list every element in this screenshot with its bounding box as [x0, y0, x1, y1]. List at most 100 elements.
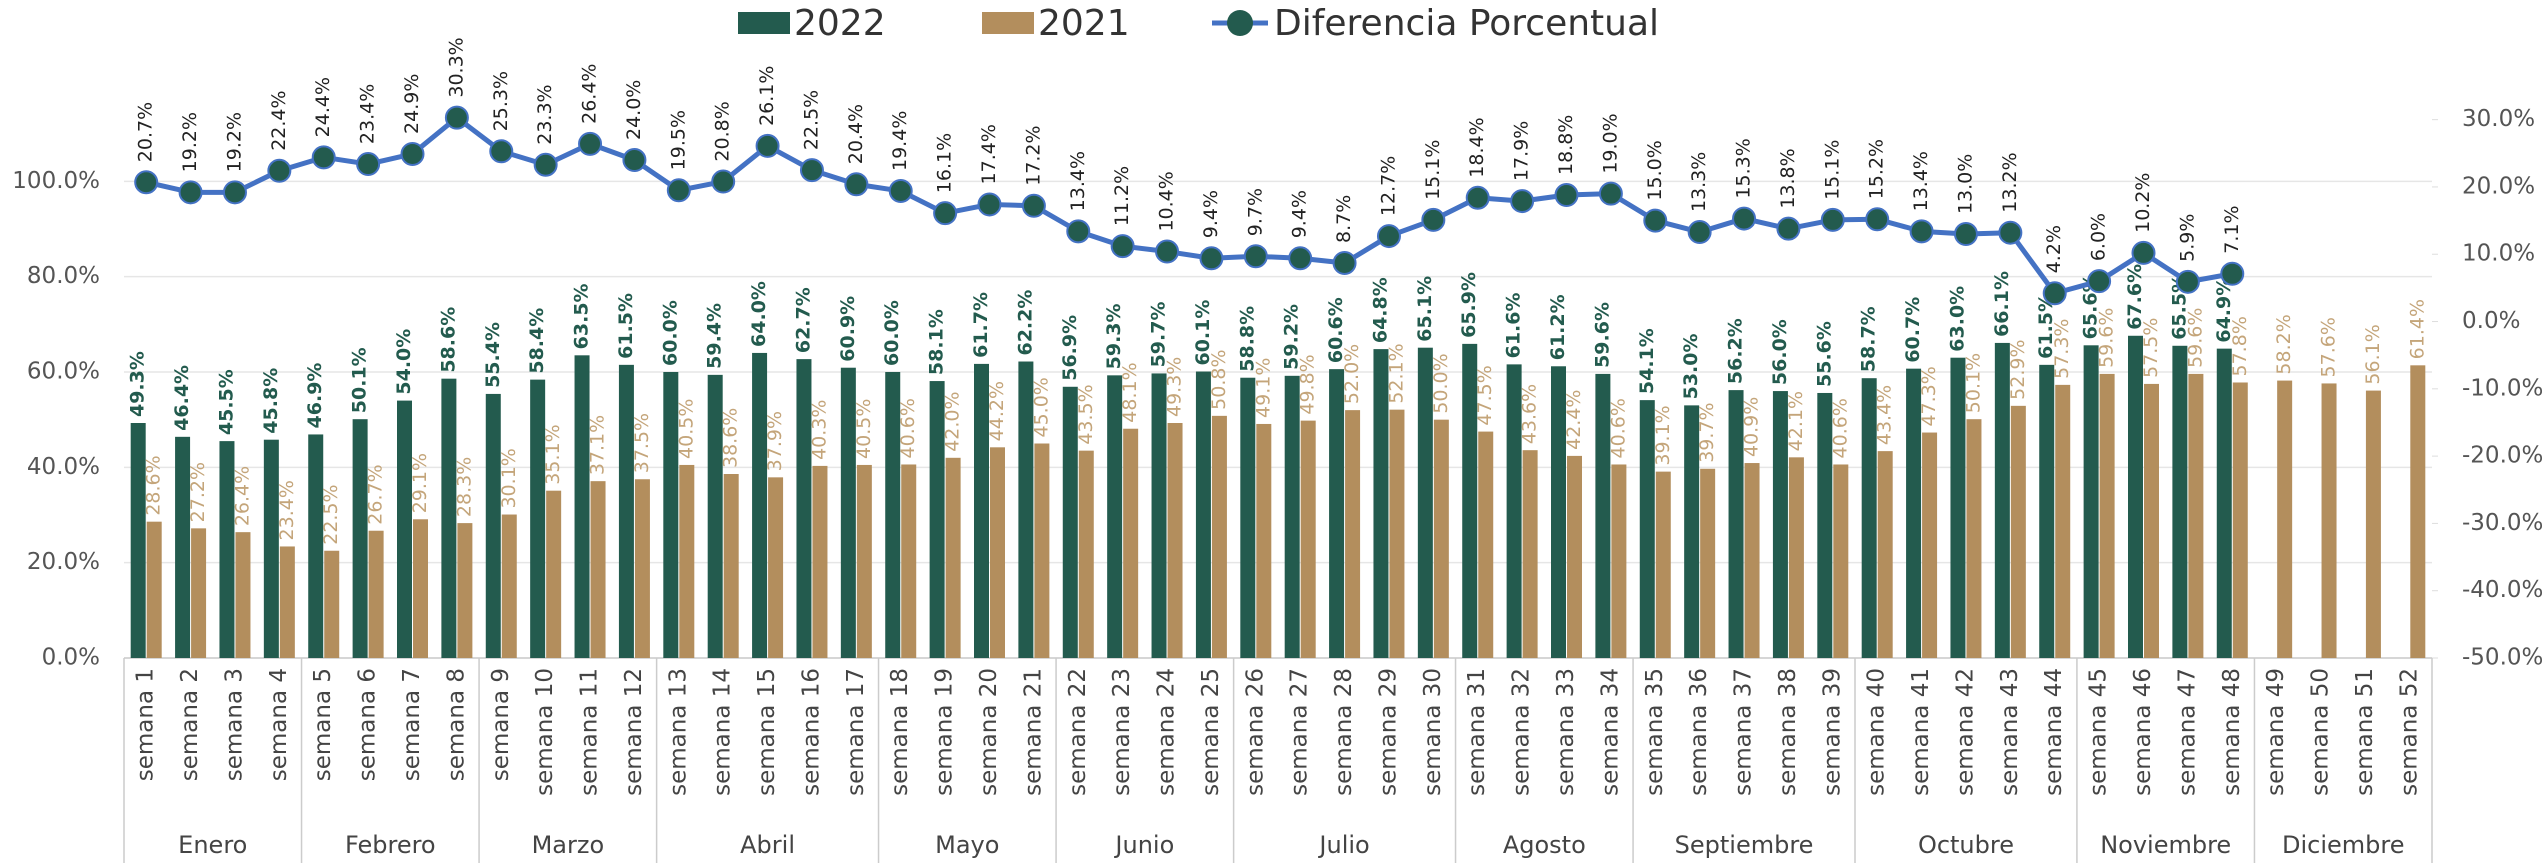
data-label: 52.0%: [1341, 344, 1363, 404]
data-label: 20.4%: [845, 104, 867, 164]
bar: [591, 481, 606, 658]
data-label: 24.9%: [401, 74, 423, 134]
bar: [1196, 372, 1211, 658]
x-tick-label: semana 49: [2263, 668, 2289, 796]
marker: [2177, 271, 2199, 293]
bar: [990, 447, 1005, 658]
bar: [1878, 451, 1893, 658]
data-label: 28.3%: [453, 457, 475, 517]
data-label: 44.2%: [986, 381, 1008, 441]
bar: [1301, 421, 1316, 658]
marker: [1156, 241, 1178, 263]
bar: [1523, 450, 1538, 658]
bar: [1745, 463, 1760, 658]
data-label: 4.2%: [2043, 225, 2065, 273]
data-label: 49.3%: [127, 351, 149, 417]
bar: [2277, 381, 2292, 658]
x-tick-label: semana 23: [1109, 668, 1135, 796]
bar: [1079, 451, 1094, 658]
bar: [1789, 457, 1804, 658]
bar: [308, 434, 323, 658]
marker: [180, 181, 202, 203]
marker: [313, 146, 335, 168]
marker: [535, 154, 557, 176]
data-label: 13.4%: [1067, 151, 1089, 211]
x-tick-label: semana 11: [577, 668, 603, 796]
marker: [579, 133, 601, 155]
month-label: Noviembre: [2100, 831, 2231, 859]
data-label: 24.0%: [623, 80, 645, 140]
data-label: 64.0%: [748, 281, 770, 347]
x-tick-label: semana 46: [2130, 668, 2156, 796]
x-tick-label: semana 16: [798, 668, 824, 796]
marker: [1911, 220, 1933, 242]
data-label: 24.4%: [312, 77, 334, 137]
data-label: 61.2%: [1547, 294, 1569, 360]
data-label: 57.5%: [2140, 318, 2162, 378]
data-label: 63.5%: [571, 283, 593, 349]
data-label: 60.7%: [1902, 297, 1924, 363]
x-tick-label: semana 36: [1686, 668, 1712, 796]
x-tick-label: semana 27: [1287, 668, 1313, 796]
marker: [979, 193, 1001, 215]
legend-label: 2021: [1038, 3, 1130, 44]
data-label: 19.2%: [223, 112, 245, 172]
y2-tick-label: 10.0%: [2462, 241, 2535, 267]
bar: [1389, 410, 1404, 658]
x-tick-label: semana 12: [621, 668, 647, 796]
marker: [1378, 225, 1400, 247]
bar: [724, 474, 739, 658]
data-label: 20.8%: [712, 101, 734, 161]
x-tick-label: semana 43: [1997, 668, 2023, 796]
bar: [1123, 429, 1138, 658]
x-tick-label: semana 25: [1198, 668, 1224, 796]
data-label: 17.2%: [1022, 125, 1044, 185]
bar: [1240, 378, 1255, 658]
data-label: 60.0%: [659, 300, 681, 366]
data-label: 46.9%: [304, 363, 326, 429]
data-label: 59.6%: [2184, 308, 2206, 368]
x-tick-label: semana 26: [1242, 668, 1268, 796]
bar: [2128, 336, 2143, 658]
bar: [768, 477, 783, 658]
marker: [357, 153, 379, 175]
marker: [934, 202, 956, 224]
y2-tick-label: 0.0%: [2462, 308, 2520, 334]
data-label: 49.3%: [1164, 357, 1186, 417]
data-label: 19.5%: [667, 110, 689, 170]
x-tick-label: semana 30: [1420, 668, 1446, 796]
x-tick-label: semana 33: [1553, 668, 1579, 796]
data-label: 60.9%: [837, 296, 859, 362]
marker: [623, 149, 645, 171]
x-tick-label: semana 35: [1642, 668, 1668, 796]
data-label: 61.7%: [970, 292, 992, 358]
bar: [1656, 472, 1671, 658]
data-label: 56.0%: [1769, 319, 1791, 385]
x-tick-label: semana 31: [1464, 668, 1490, 796]
data-label: 26.7%: [365, 464, 387, 524]
data-label: 53.0%: [1680, 333, 1702, 399]
y2-tick-label: 20.0%: [2462, 173, 2535, 199]
x-tick-label: semana 9: [488, 668, 514, 781]
data-label: 22.4%: [268, 90, 290, 150]
data-label: 45.0%: [1030, 377, 1052, 437]
month-label: Julio: [1317, 831, 1369, 859]
data-label: 6.0%: [2088, 213, 2110, 261]
bar: [2366, 391, 2381, 658]
marker: [1200, 247, 1222, 269]
x-tick-label: semana 5: [310, 668, 336, 781]
data-label: 18.8%: [1555, 115, 1577, 175]
data-label: 40.5%: [853, 399, 875, 459]
data-label: 10.2%: [2132, 173, 2154, 233]
data-label: 40.6%: [1607, 398, 1629, 458]
data-label: 57.8%: [2229, 316, 2251, 376]
marker: [1822, 209, 1844, 231]
data-label: 20.7%: [135, 102, 157, 162]
y-tick-label: 60.0%: [27, 359, 100, 385]
marker: [1511, 190, 1533, 212]
x-tick-label: semana 38: [1775, 668, 1801, 796]
data-label: 64.8%: [1369, 277, 1391, 343]
x-tick-label: semana 4: [266, 668, 292, 781]
data-label: 40.5%: [675, 399, 697, 459]
marker: [1334, 252, 1356, 274]
